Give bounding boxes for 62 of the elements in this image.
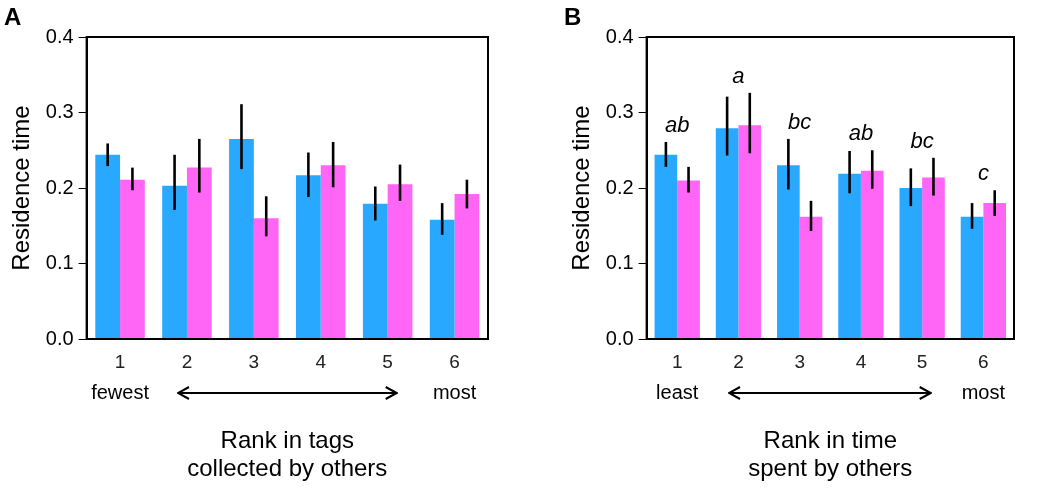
bar: [229, 138, 254, 339]
x-tick-label: 2: [733, 350, 744, 372]
y-tick-label: 0.1: [605, 251, 634, 274]
bar: [838, 173, 861, 339]
text: fewest: [91, 380, 150, 403]
y-tick-label: 0.4: [605, 24, 634, 47]
bar: [429, 219, 455, 339]
x-tick-label: 2: [181, 350, 193, 372]
x-tick-label: 1: [114, 350, 126, 372]
y-tick-label: 0.1: [45, 251, 74, 274]
y-axis-title: Residence time: [567, 105, 595, 271]
y-tick-label: 0.4: [45, 24, 74, 47]
bar: [860, 170, 884, 339]
annotation: ab: [848, 120, 874, 146]
bar: [162, 185, 187, 339]
x-axis-title: Rank in tags collected by others: [187, 426, 388, 481]
bar: [799, 216, 823, 339]
bar: [320, 165, 346, 339]
bar: [253, 218, 279, 339]
y-tick-label: 0.2: [605, 175, 634, 198]
annotation: a: [732, 62, 745, 88]
y-tick-label: 0.3: [45, 100, 74, 123]
bar: [983, 203, 1007, 339]
annotation: ab: [664, 111, 690, 137]
text: most: [432, 380, 477, 403]
x-axis-title: Rank in time spent by others: [748, 426, 913, 481]
bar: [186, 167, 212, 339]
y-tick-label: 0.0: [45, 326, 74, 349]
chart-title: A: [4, 2, 22, 30]
bar: [960, 216, 984, 339]
x-tick-label: 5: [382, 350, 393, 372]
bar: [454, 194, 480, 339]
x-tick-label: 4: [855, 350, 867, 372]
y-tick-label: 0.3: [605, 100, 634, 123]
bar: [654, 154, 678, 339]
bar: [677, 180, 700, 339]
x-tick-label: 3: [794, 350, 805, 372]
bar: [715, 128, 739, 339]
bar: [120, 179, 145, 339]
text: most: [961, 380, 1006, 403]
x-tick-label: 1: [671, 350, 683, 372]
bar: [738, 125, 762, 339]
bar: [899, 188, 923, 339]
annotation: c: [977, 160, 989, 186]
x-tick-label: 5: [916, 350, 928, 372]
y-tick-label: 0.0: [605, 326, 634, 349]
text: least: [656, 380, 699, 403]
x-tick-label: 6: [978, 350, 989, 372]
x-tick-label: 4: [315, 350, 327, 372]
y-tick-label: 0.2: [45, 175, 74, 198]
chart-title: B: [564, 2, 582, 30]
bar: [777, 165, 800, 339]
x-tick-label: 3: [248, 350, 260, 372]
bar: [296, 175, 321, 339]
bar: [362, 203, 388, 339]
bar: [95, 154, 121, 339]
annotation: bc: [788, 108, 812, 134]
bar: [922, 177, 945, 339]
bar: [387, 184, 413, 339]
x-tick-label: 6: [449, 350, 460, 372]
y-axis-title: Residence time: [7, 105, 35, 271]
annotation: bc: [910, 127, 934, 153]
